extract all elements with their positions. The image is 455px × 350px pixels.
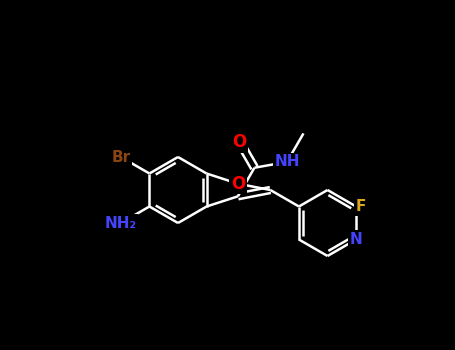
Text: O: O xyxy=(231,175,245,193)
Text: N: N xyxy=(350,232,363,247)
Text: NH₂: NH₂ xyxy=(105,216,137,231)
Text: Br: Br xyxy=(111,149,131,164)
Text: F: F xyxy=(356,199,366,214)
Text: NH: NH xyxy=(274,154,300,169)
Text: O: O xyxy=(233,133,247,151)
